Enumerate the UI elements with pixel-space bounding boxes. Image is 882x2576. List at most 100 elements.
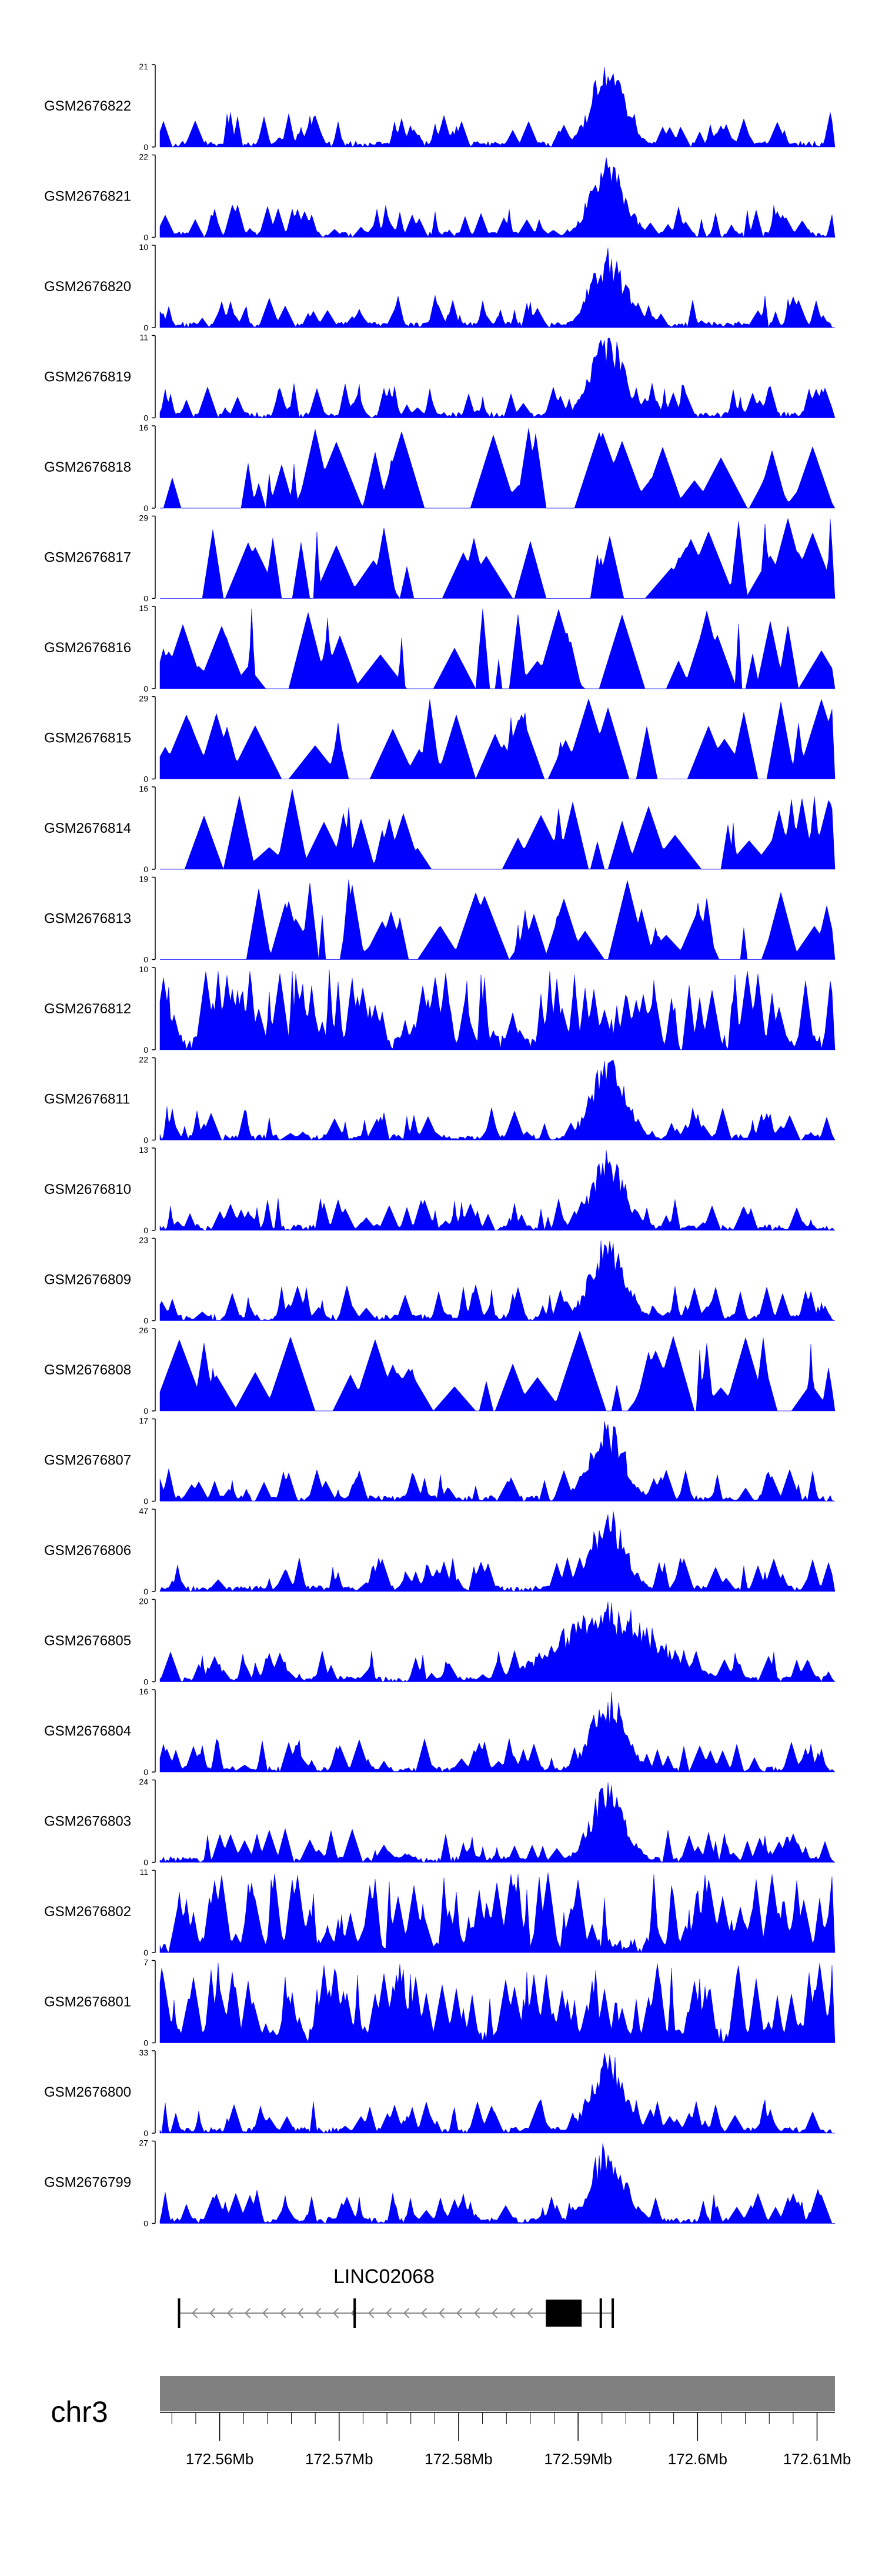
track-GSM2676819: GSM2676819 11 0 (44, 333, 836, 423)
track-GSM2676814: GSM2676814 16 0 (44, 784, 836, 874)
signal-area (159, 1601, 836, 1683)
track-label: GSM2676807 (44, 1453, 131, 1469)
y-min-tick-label: 0 (143, 1767, 148, 1777)
track-GSM2676812: GSM2676812 10 0 (44, 965, 836, 1055)
strand-arrow (262, 2308, 269, 2318)
y-max-tick-label: 10 (139, 242, 148, 252)
y-min-tick-label: 0 (143, 142, 148, 152)
exon-block (178, 2298, 181, 2328)
track-GSM2676811: GSM2676811 22 0 (44, 1055, 836, 1145)
strand-arrow (333, 2308, 339, 2318)
y-min-tick-label: 0 (143, 2128, 148, 2138)
y-min-tick-label: 0 (143, 1406, 148, 1416)
axis-tick-label: 172.56Mb (186, 2450, 254, 2468)
y-min-tick-label: 0 (143, 413, 148, 423)
y-max-tick-label: 11 (139, 1867, 148, 1877)
y-min-tick-label: 0 (143, 323, 148, 332)
signal-area (159, 1421, 836, 1501)
axis-tick-label: 172.6Mb (668, 2450, 727, 2468)
gene-label: LINC02068 (333, 2265, 435, 2288)
strand-arrow (439, 2308, 445, 2318)
track-label: GSM2676822 (44, 98, 131, 114)
track-GSM2676817: GSM2676817 29 0 (44, 513, 836, 603)
y-min-tick-label: 0 (143, 775, 148, 784)
strand-arrow (227, 2308, 233, 2318)
track-label: GSM2676800 (44, 2084, 131, 2100)
y-max-tick-label: 11 (139, 333, 148, 342)
strand-arrow (280, 2308, 286, 2318)
y-max-tick-label: 26 (139, 1326, 148, 1335)
strand-arrow (509, 2308, 516, 2318)
signal-area (159, 1963, 836, 2043)
signal-area (159, 1511, 836, 1592)
track-GSM2676816: GSM2676816 15 0 (44, 603, 836, 693)
track-label: GSM2676808 (44, 1362, 131, 1378)
y-min-tick-label: 0 (143, 1226, 148, 1235)
signal-area (159, 1782, 836, 1863)
track-label: GSM2676802 (44, 1904, 131, 1920)
track-GSM2676804: GSM2676804 16 0 (44, 1687, 836, 1777)
track-GSM2676800: GSM2676800 33 0 (44, 2048, 836, 2138)
track-label: GSM2676817 (44, 550, 131, 566)
signal-area (159, 157, 836, 238)
y-min-tick-label: 0 (143, 1045, 148, 1055)
y-max-tick-label: 15 (139, 603, 148, 613)
y-max-tick-label: 7 (143, 1958, 148, 1967)
track-GSM2676813: GSM2676813 19 0 (44, 875, 836, 965)
signal-area (159, 66, 836, 148)
signal-area (159, 2143, 836, 2224)
axis-tick-label: 172.57Mb (305, 2450, 373, 2468)
exon-block (612, 2298, 614, 2328)
y-max-tick-label: 16 (139, 1687, 148, 1696)
y-max-tick-label: 16 (139, 784, 148, 793)
signal-area (159, 1691, 836, 1773)
strand-arrow (403, 2308, 410, 2318)
y-min-tick-label: 0 (143, 1858, 148, 1867)
signal-area (159, 1872, 836, 1953)
axis-tick-label: 172.59Mb (544, 2450, 612, 2468)
axis-tick-label: 172.61Mb (783, 2450, 851, 2468)
gene-annotation-track: LINC02068 (178, 2265, 614, 2328)
track-label: GSM2676821 (44, 189, 131, 205)
track-label: GSM2676814 (44, 820, 131, 836)
track-GSM2676806: GSM2676806 47 0 (44, 1506, 836, 1596)
genomic-axis: 172.56Mb 172.57Mb 172.58Mb 172.59Mb 172.6Mb 1… (160, 2412, 851, 2468)
y-max-tick-label: 17 (139, 1416, 148, 1426)
track-GSM2676810: GSM2676810 13 0 (44, 1145, 836, 1235)
y-max-tick-label: 21 (139, 62, 148, 71)
strand-arrow (421, 2308, 427, 2318)
signal-area (159, 1240, 836, 1322)
track-GSM2676801: GSM2676801 7 0 (44, 1958, 836, 2048)
y-min-tick-label: 0 (143, 1677, 148, 1687)
strand-arrow (474, 2308, 480, 2318)
y-min-tick-label: 0 (143, 865, 148, 874)
strand-arrow (209, 2308, 216, 2318)
signal-area (159, 247, 836, 328)
track-GSM2676808: GSM2676808 26 0 (44, 1326, 836, 1416)
signal-area (159, 2053, 836, 2134)
track-label: GSM2676801 (44, 1994, 131, 2010)
track-GSM2676803: GSM2676803 24 0 (44, 1777, 836, 1867)
track-GSM2676821: GSM2676821 22 0 (44, 152, 836, 242)
track-GSM2676799: GSM2676799 27 0 (44, 2138, 836, 2228)
y-max-tick-label: 16 (139, 423, 148, 432)
y-max-tick-label: 13 (139, 1145, 148, 1154)
track-label: GSM2676819 (44, 369, 131, 385)
signal-area (159, 698, 836, 780)
signal-area (159, 1150, 836, 1231)
track-label: GSM2676813 (44, 911, 131, 927)
y-max-tick-label: 22 (139, 152, 148, 162)
y-max-tick-label: 23 (139, 1236, 148, 1245)
track-GSM2676815: GSM2676815 29 0 (44, 694, 836, 784)
signal-area (160, 428, 836, 509)
track-label: GSM2676810 (44, 1182, 131, 1197)
strand-arrows (192, 2308, 533, 2318)
gene-exons (178, 2298, 614, 2328)
signal-area (159, 608, 836, 689)
y-max-tick-label: 24 (139, 1777, 148, 1787)
y-min-tick-label: 0 (143, 503, 148, 513)
y-max-tick-label: 10 (139, 965, 148, 974)
axis-tick-label: 172.58Mb (425, 2450, 493, 2468)
y-max-tick-label: 47 (139, 1506, 148, 1516)
